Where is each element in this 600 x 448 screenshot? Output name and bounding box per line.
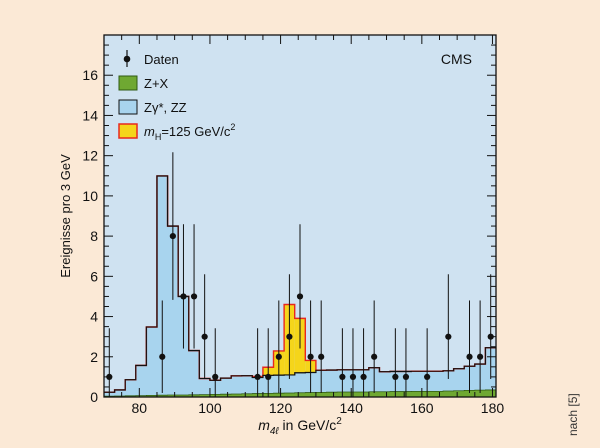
data-point [371,353,378,360]
data-point [190,293,198,300]
y-tick-label: 4 [90,309,98,325]
data-point [360,373,367,380]
data-point [212,373,219,380]
y-tick-label: 14 [82,107,98,123]
data-point [159,353,166,360]
axis-ticks: 80 100 120 140 160 180 0 2 4 6 8 10 12 14 16 [82,34,505,416]
background-outline [104,175,496,393]
y-axis-label: Ereignisse pro 3 GeV [58,154,73,278]
zz-area [104,175,496,397]
data-point [349,373,357,380]
x-axis-label: m4ℓ in GeV/c2 [258,416,342,437]
legend-label-zz: Zγ*, ZZ [144,100,187,115]
x-tick-label: 120 [269,400,293,416]
x-tick-label: 160 [410,400,434,416]
data-point [466,353,473,360]
data-point [307,353,314,360]
data-point [392,373,399,380]
data-point [424,373,431,380]
data-point [180,293,187,300]
data-point [477,353,484,360]
y-tick-label: 10 [82,188,98,204]
data-point [445,333,452,340]
x-tick-label: 180 [481,400,505,416]
legend-item-data: Daten [123,50,179,67]
legend-item-higgs: mH=125 GeV/c2 [118,122,235,142]
data-point [201,333,208,340]
legend-swatch-zx [118,75,138,91]
y-tick-label: 0 [90,389,98,405]
legend-marker-data [123,55,131,63]
data-point [106,373,113,380]
data-point [402,373,410,380]
legend-label-data: Daten [144,52,179,67]
x-tick-label: 80 [132,400,148,416]
data-point [487,333,494,340]
y-tick-label: 12 [82,148,98,164]
y-tick-label: 2 [90,349,98,365]
data-point [318,353,325,360]
legend-label-higgs: mH=125 GeV/c2 [144,122,235,142]
y-tick-label: 8 [90,228,98,244]
y-tick-label: 6 [90,268,98,284]
legend-swatch-higgs [118,123,138,139]
legend-item-zx: Z+X [118,75,169,91]
source-credit: nach [5] [566,393,580,436]
data-point [296,293,304,300]
legend-item-zz: Zγ*, ZZ [118,99,187,115]
cms-annotation: CMS [441,51,472,67]
data-point [169,233,176,240]
data-points [106,152,494,397]
legend-label-zx: Z+X [144,76,169,91]
data-point [275,353,282,360]
data-point [254,373,261,380]
y-tick-label: 16 [82,67,98,83]
data-point [339,373,346,380]
data-point [286,333,293,340]
legend-swatch-zz [118,99,138,115]
x-tick-label: 100 [198,400,222,416]
legend: Daten Z+X Zγ*, ZZ mH=125 GeV/c2 [118,50,235,142]
x-tick-label: 140 [340,400,364,416]
data-point [265,373,272,380]
